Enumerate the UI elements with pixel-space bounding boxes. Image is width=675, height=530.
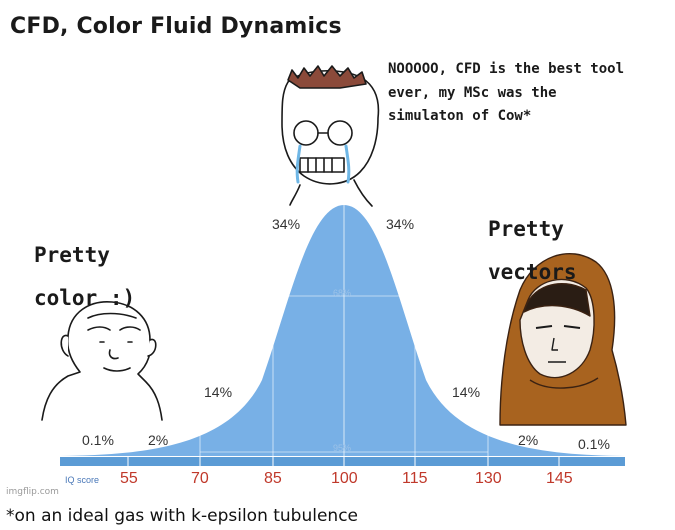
x-tick-label: 130 <box>475 470 502 487</box>
caption-right: Pretty vectors <box>488 217 577 284</box>
bell-curve-area <box>60 205 625 456</box>
x-tick-label: 70 <box>191 470 209 487</box>
x-tick-label: 85 <box>264 470 282 487</box>
footnote: *on an ideal gas with k-epsilon tubulenc… <box>6 506 359 526</box>
band-label: 2% <box>518 432 539 448</box>
meme-title: CFD, Color Fluid Dynamics <box>10 14 342 39</box>
band-label: 0.1% <box>578 436 610 452</box>
x-axis-bar <box>60 457 625 466</box>
caption-crying-nerd: NOOOOO, CFD is the best tool ever, my MS… <box>388 61 625 124</box>
x-tick-label: 100 <box>331 470 358 487</box>
simple-wojak-illustration <box>41 301 163 421</box>
x-tick-label: 145 <box>546 470 573 487</box>
x-tick-label: 55 <box>120 470 138 487</box>
inner-band-label: 95% <box>333 443 352 453</box>
band-label: 14% <box>452 384 481 400</box>
inner-band-label: 68% <box>333 288 352 298</box>
band-label: 14% <box>204 384 233 400</box>
band-label: 34% <box>272 216 301 232</box>
x-tick-label: 115 <box>402 470 428 487</box>
caption-left: Pretty color :) <box>34 243 136 310</box>
x-axis-label: IQ score <box>65 475 100 485</box>
band-label: 34% <box>386 216 415 232</box>
hooded-figure-illustration <box>499 253 627 426</box>
crying-nerd-wojak-illustration <box>281 65 380 207</box>
imgflip-watermark: imgflip.com <box>6 487 59 497</box>
band-label: 0.1% <box>82 432 114 448</box>
band-label: 2% <box>148 432 169 448</box>
